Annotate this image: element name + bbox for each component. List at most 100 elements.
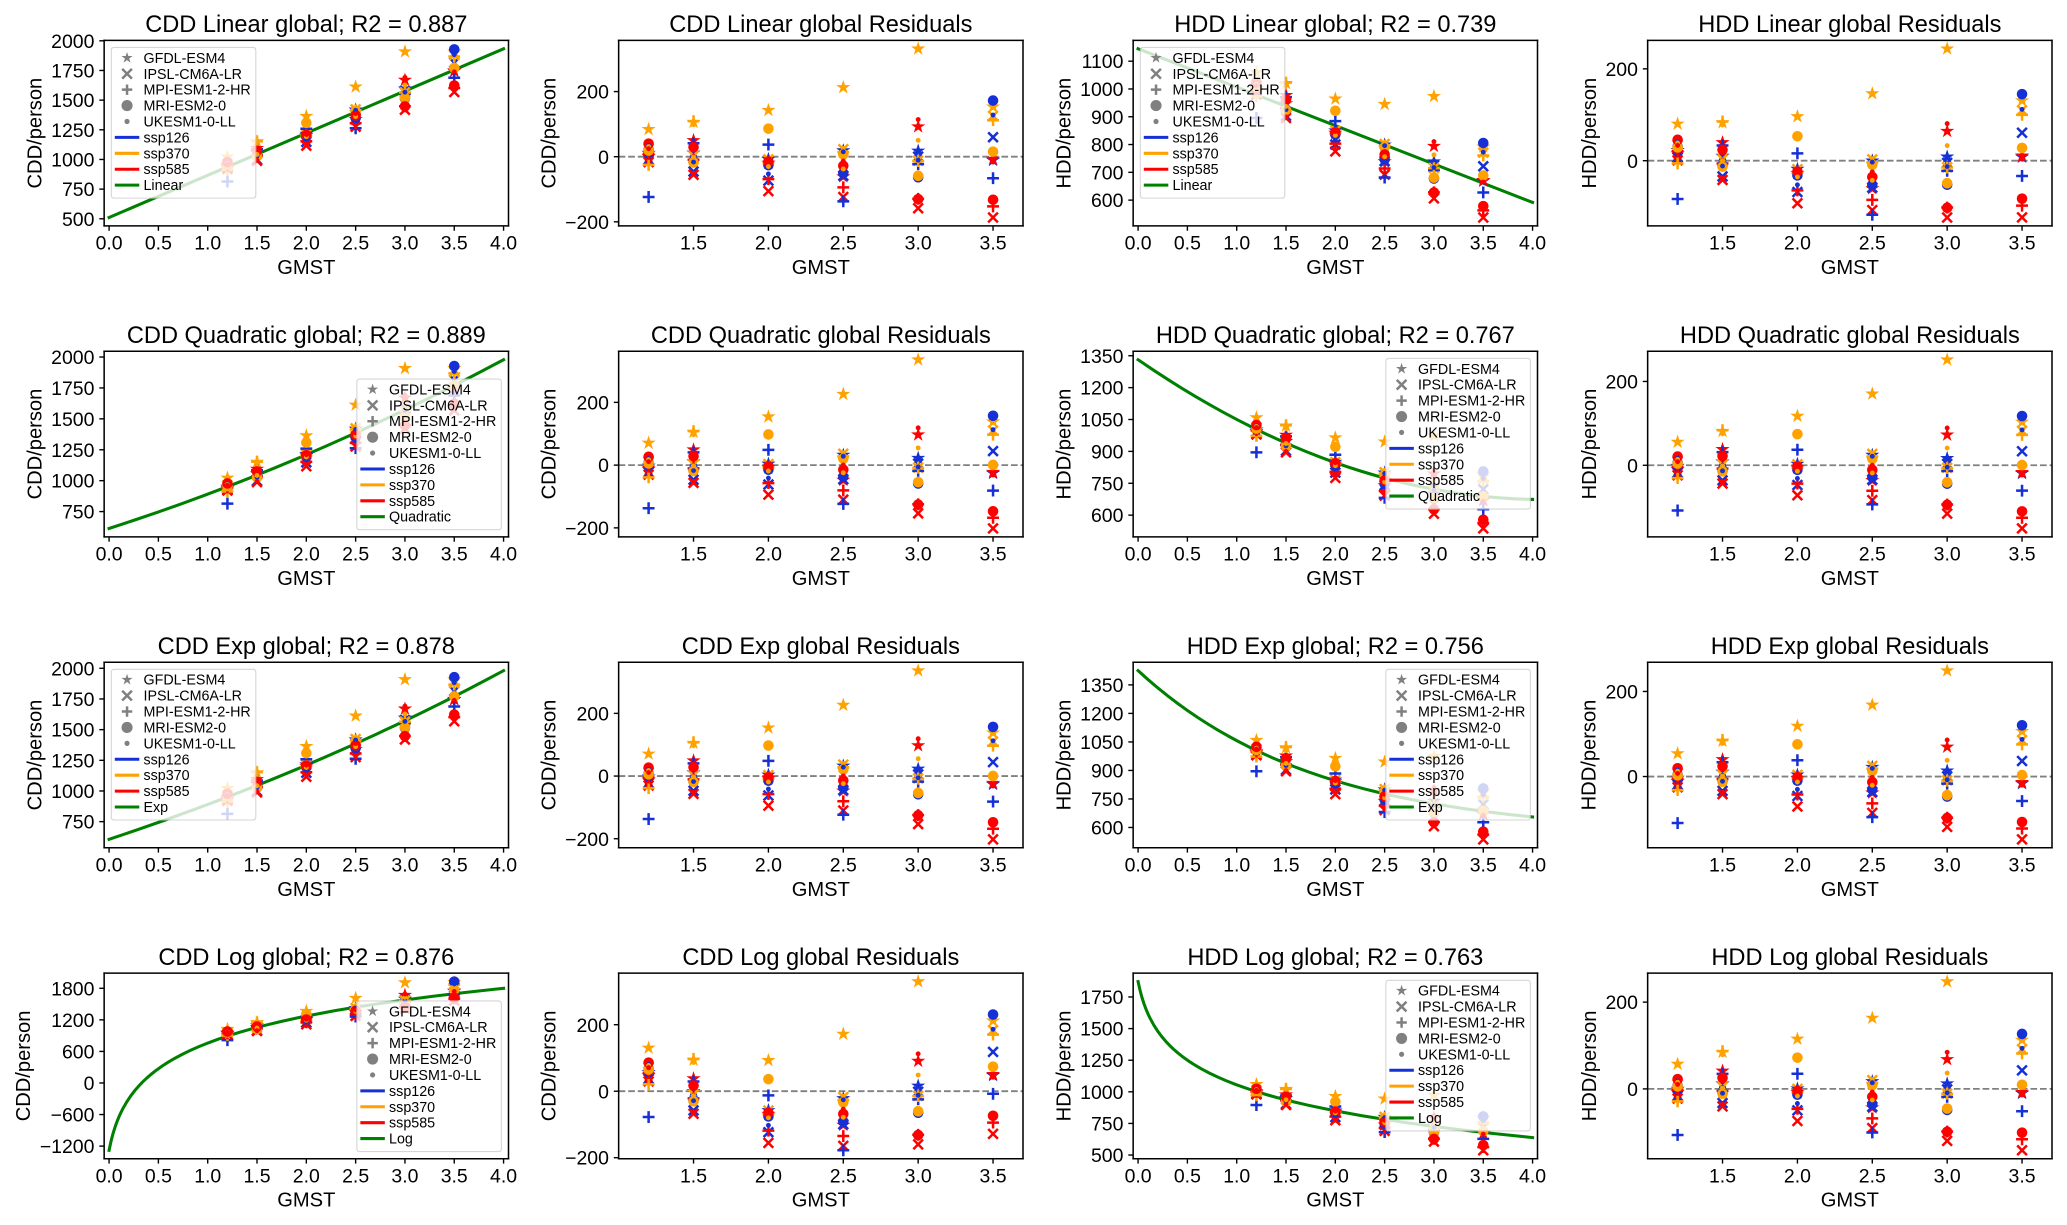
svg-text:GMST: GMST [1821,568,1879,590]
svg-text:CDD Log global Residuals: CDD Log global Residuals [682,945,959,971]
svg-text:0.5: 0.5 [145,544,172,566]
svg-text:IPSL-CM6A-LR: IPSL-CM6A-LR [1418,689,1517,705]
svg-text:3.5: 3.5 [2009,233,2036,255]
svg-text:2.0: 2.0 [293,544,320,566]
svg-text:IPSL-CM6A-LR: IPSL-CM6A-LR [389,398,488,414]
svg-text:GMST: GMST [792,257,850,279]
svg-text:4.0: 4.0 [490,233,517,255]
svg-text:900: 900 [1091,441,1124,463]
svg-text:1100: 1100 [1082,51,1124,73]
svg-text:2000: 2000 [51,31,94,53]
svg-text:1.5: 1.5 [1272,855,1299,877]
svg-text:HDD/person: HDD/person [1053,389,1075,500]
svg-text:UKESM1-0-LL: UKESM1-0-LL [1418,425,1510,441]
svg-text:2.0: 2.0 [1784,1166,1811,1188]
svg-text:4.0: 4.0 [490,855,517,877]
svg-text:CDD/person: CDD/person [538,78,560,189]
svg-text:2.5: 2.5 [342,233,369,255]
svg-text:0: 0 [598,455,609,477]
svg-text:1.5: 1.5 [680,233,707,255]
svg-text:UKESM1-0-LL: UKESM1-0-LL [1418,736,1510,752]
svg-text:ssp370: ssp370 [1173,146,1219,162]
svg-text:GMST: GMST [1821,879,1879,901]
svg-text:MRI-ESM2-0: MRI-ESM2-0 [1418,410,1501,426]
svg-text:2.5: 2.5 [1371,233,1398,255]
svg-text:Linear: Linear [143,178,183,194]
svg-text:1350: 1350 [1080,675,1123,697]
svg-text:MRI-ESM2-0: MRI-ESM2-0 [389,430,472,446]
svg-text:ssp585: ssp585 [1418,1095,1464,1111]
svg-text:1.0: 1.0 [1223,544,1250,566]
svg-text:0.5: 0.5 [145,1166,172,1188]
svg-text:3.0: 3.0 [1934,1166,1961,1188]
svg-text:−200: −200 [565,518,609,540]
svg-text:GFDL-ESM4: GFDL-ESM4 [389,382,471,398]
svg-text:−600: −600 [51,1105,95,1127]
svg-text:1.0: 1.0 [194,233,221,255]
svg-text:GMST: GMST [277,568,335,590]
svg-text:2.5: 2.5 [1371,855,1398,877]
svg-text:ssp585: ssp585 [1418,473,1464,489]
svg-text:4.0: 4.0 [1519,1166,1546,1188]
svg-text:Quadratic: Quadratic [1418,489,1480,505]
svg-text:2.5: 2.5 [342,855,369,877]
svg-text:0.0: 0.0 [96,1166,123,1188]
svg-text:1.5: 1.5 [1272,544,1299,566]
svg-text:ssp126: ssp126 [143,752,189,768]
svg-text:0.5: 0.5 [1174,233,1201,255]
svg-text:1.5: 1.5 [243,544,270,566]
svg-text:ssp370: ssp370 [143,146,189,162]
svg-text:CDD/person: CDD/person [24,78,46,189]
svg-text:2.0: 2.0 [1784,855,1811,877]
svg-text:0: 0 [598,147,609,169]
svg-text:1000: 1000 [1080,1082,1123,1104]
svg-text:CDD Linear global Residuals: CDD Linear global Residuals [669,12,972,38]
svg-text:Log: Log [1418,1111,1442,1127]
svg-text:MRI-ESM2-0: MRI-ESM2-0 [1418,1031,1501,1047]
svg-text:ssp370: ssp370 [1418,1079,1464,1095]
svg-text:HDD/person: HDD/person [1579,700,1601,811]
svg-text:3.5: 3.5 [441,544,468,566]
svg-text:0.0: 0.0 [96,855,123,877]
svg-text:GFDL-ESM4: GFDL-ESM4 [389,1004,471,1020]
svg-text:750: 750 [1091,1113,1124,1135]
svg-text:HDD Linear global; R2 = 0.739: HDD Linear global; R2 = 0.739 [1174,12,1496,38]
svg-text:2.5: 2.5 [1371,544,1398,566]
svg-text:ssp585: ssp585 [1418,784,1464,800]
svg-text:MRI-ESM2-0: MRI-ESM2-0 [143,99,226,115]
svg-text:2.0: 2.0 [1784,233,1811,255]
svg-text:3.0: 3.0 [1420,544,1447,566]
svg-text:UKESM1-0-LL: UKESM1-0-LL [389,446,481,462]
svg-text:Linear: Linear [1173,178,1213,194]
svg-text:1200: 1200 [1080,378,1123,400]
svg-text:750: 750 [1091,789,1124,811]
svg-text:1250: 1250 [1080,1050,1123,1072]
svg-text:1.0: 1.0 [194,544,221,566]
svg-text:HDD Exp global; R2 = 0.756: HDD Exp global; R2 = 0.756 [1187,634,1484,660]
svg-text:0.5: 0.5 [145,855,172,877]
svg-text:0: 0 [84,1073,95,1095]
svg-text:0: 0 [1627,767,1638,789]
svg-text:GFDL-ESM4: GFDL-ESM4 [143,51,225,67]
svg-text:2.5: 2.5 [1859,1166,1886,1188]
svg-text:GMST: GMST [277,257,335,279]
svg-text:GMST: GMST [1821,257,1879,279]
svg-text:3.5: 3.5 [2009,544,2036,566]
svg-text:−200: −200 [565,212,609,234]
svg-text:1.5: 1.5 [1709,855,1736,877]
svg-text:2.5: 2.5 [830,855,857,877]
svg-text:1.5: 1.5 [1272,233,1299,255]
svg-text:CDD/person: CDD/person [538,1011,560,1122]
svg-text:3.0: 3.0 [391,855,418,877]
svg-text:MPI-ESM1-2-HR: MPI-ESM1-2-HR [1418,1016,1525,1032]
svg-text:1500: 1500 [51,409,94,431]
svg-text:CDD Exp global Residuals: CDD Exp global Residuals [682,634,960,660]
svg-text:ssp585: ssp585 [143,784,189,800]
svg-text:2.0: 2.0 [755,1166,782,1188]
svg-text:3.5: 3.5 [980,544,1007,566]
svg-text:1800: 1800 [51,978,94,1000]
svg-text:2.0: 2.0 [1322,1166,1349,1188]
svg-text:1050: 1050 [1080,410,1123,432]
svg-text:MRI-ESM2-0: MRI-ESM2-0 [1418,720,1501,736]
svg-text:ssp370: ssp370 [143,768,189,784]
